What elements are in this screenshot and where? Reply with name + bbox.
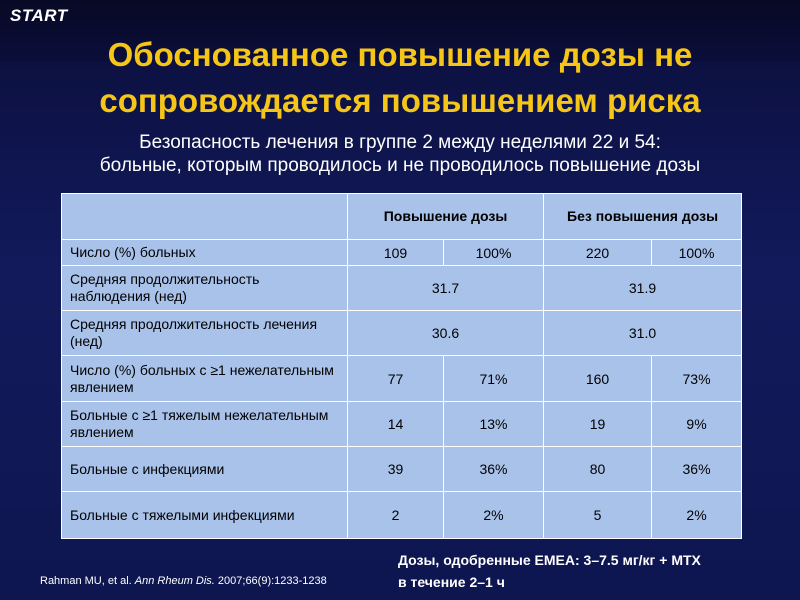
cell-no-escalation-n: 5 bbox=[543, 491, 653, 539]
cell-no-escalation-n: 19 bbox=[543, 401, 653, 447]
dose-note-line-1: Дозы, одобренные EMEA: 3–7.5 мг/кг + MTX bbox=[398, 552, 701, 568]
table-row: Число (%) больных с ≥1 нежелательным явл… bbox=[61, 355, 743, 402]
citation-authors: Rahman MU, et al. bbox=[40, 575, 135, 587]
cell-escalation-value: 31.7 bbox=[346, 265, 545, 311]
cell-escalation-n: 77 bbox=[347, 355, 444, 402]
row-label: Больные с инфекциями bbox=[61, 446, 348, 492]
row-label: Средняя продолжительность наблюдения (не… bbox=[61, 265, 348, 311]
cell-no-escalation-pct: 9% bbox=[651, 401, 743, 447]
dose-note: Дозы, одобренные EMEA: 3–7.5 мг/кг + MTX… bbox=[398, 549, 793, 593]
cell-no-escalation-pct: 36% bbox=[651, 446, 743, 492]
cell-no-escalation-n: 220 bbox=[543, 239, 653, 266]
citation-journal: Ann Rheum Dis. bbox=[134, 575, 215, 587]
slide-subtitle: Безопасность лечения в группе 2 между не… bbox=[0, 131, 800, 177]
cell-no-escalation-pct: 73% bbox=[651, 355, 743, 402]
title-line-1: Обоснованное повышение дозы не bbox=[107, 36, 693, 73]
cell-no-escalation-value: 31.9 bbox=[543, 265, 743, 311]
start-logo: START bbox=[10, 6, 68, 25]
safety-table: Повышение дозы Без повышения дозы Число … bbox=[61, 193, 743, 539]
row-label: Число (%) больных с ≥1 нежелательным явл… bbox=[61, 355, 348, 402]
cell-no-escalation-n: 160 bbox=[543, 355, 653, 402]
row-label: Число (%) больных bbox=[61, 239, 348, 266]
cell-escalation-value: 30.6 bbox=[346, 310, 545, 356]
cell-escalation-pct: 36% bbox=[442, 446, 545, 492]
dose-note-line-2: в течение 2–1 ч bbox=[398, 574, 505, 590]
header-escalation: Повышение дозы bbox=[346, 193, 545, 240]
cell-escalation-pct: 13% bbox=[442, 401, 545, 447]
cell-escalation-n: 2 bbox=[347, 491, 444, 539]
citation: Rahman MU, et al. Ann Rheum Dis. 2007;66… bbox=[40, 575, 327, 587]
row-label: Больные с тяжелыми инфекциями bbox=[61, 491, 348, 539]
table-header-row: Повышение дозы Без повышения дозы bbox=[61, 193, 743, 240]
cell-escalation-n: 39 bbox=[347, 446, 444, 492]
cell-escalation-pct: 2% bbox=[442, 491, 545, 539]
cell-escalation-n: 14 bbox=[347, 401, 444, 447]
cell-escalation-pct: 100% bbox=[442, 239, 545, 266]
table-row: Число (%) больных 109 100% 220 100% bbox=[61, 239, 743, 266]
header-no-escalation: Без повышения дозы bbox=[543, 193, 743, 240]
cell-no-escalation-pct: 2% bbox=[651, 491, 743, 539]
title-line-2: сопровождается повышением риска bbox=[99, 82, 701, 119]
table-row: Средняя продолжительность наблюдения (не… bbox=[61, 265, 743, 311]
subtitle-line-1: Безопасность лечения в группе 2 между не… bbox=[139, 132, 661, 153]
slide-title: Обоснованное повышение дозы не сопровожд… bbox=[0, 32, 800, 124]
cell-escalation-pct: 71% bbox=[442, 355, 545, 402]
citation-details: 2007;66(9):1233-1238 bbox=[214, 575, 327, 587]
cell-no-escalation-n: 80 bbox=[543, 446, 653, 492]
table-row: Больные с тяжелыми инфекциями 2 2% 5 2% bbox=[61, 491, 743, 539]
table-row: Больные с инфекциями 39 36% 80 36% bbox=[61, 446, 743, 492]
row-label: Средняя продолжительность лечения (нед) bbox=[61, 310, 348, 356]
row-label: Больные с ≥1 тяжелым нежелательным явлен… bbox=[61, 401, 348, 447]
cell-escalation-n: 109 bbox=[347, 239, 444, 266]
cell-no-escalation-value: 31.0 bbox=[543, 310, 743, 356]
table-row: Средняя продолжительность лечения (нед) … bbox=[61, 310, 743, 356]
top-band bbox=[0, 0, 800, 62]
cell-no-escalation-pct: 100% bbox=[651, 239, 743, 266]
header-empty-cell bbox=[61, 193, 348, 240]
subtitle-line-2: больные, которым проводилось и не провод… bbox=[99, 155, 701, 176]
table-row: Больные с ≥1 тяжелым нежелательным явлен… bbox=[61, 401, 743, 447]
